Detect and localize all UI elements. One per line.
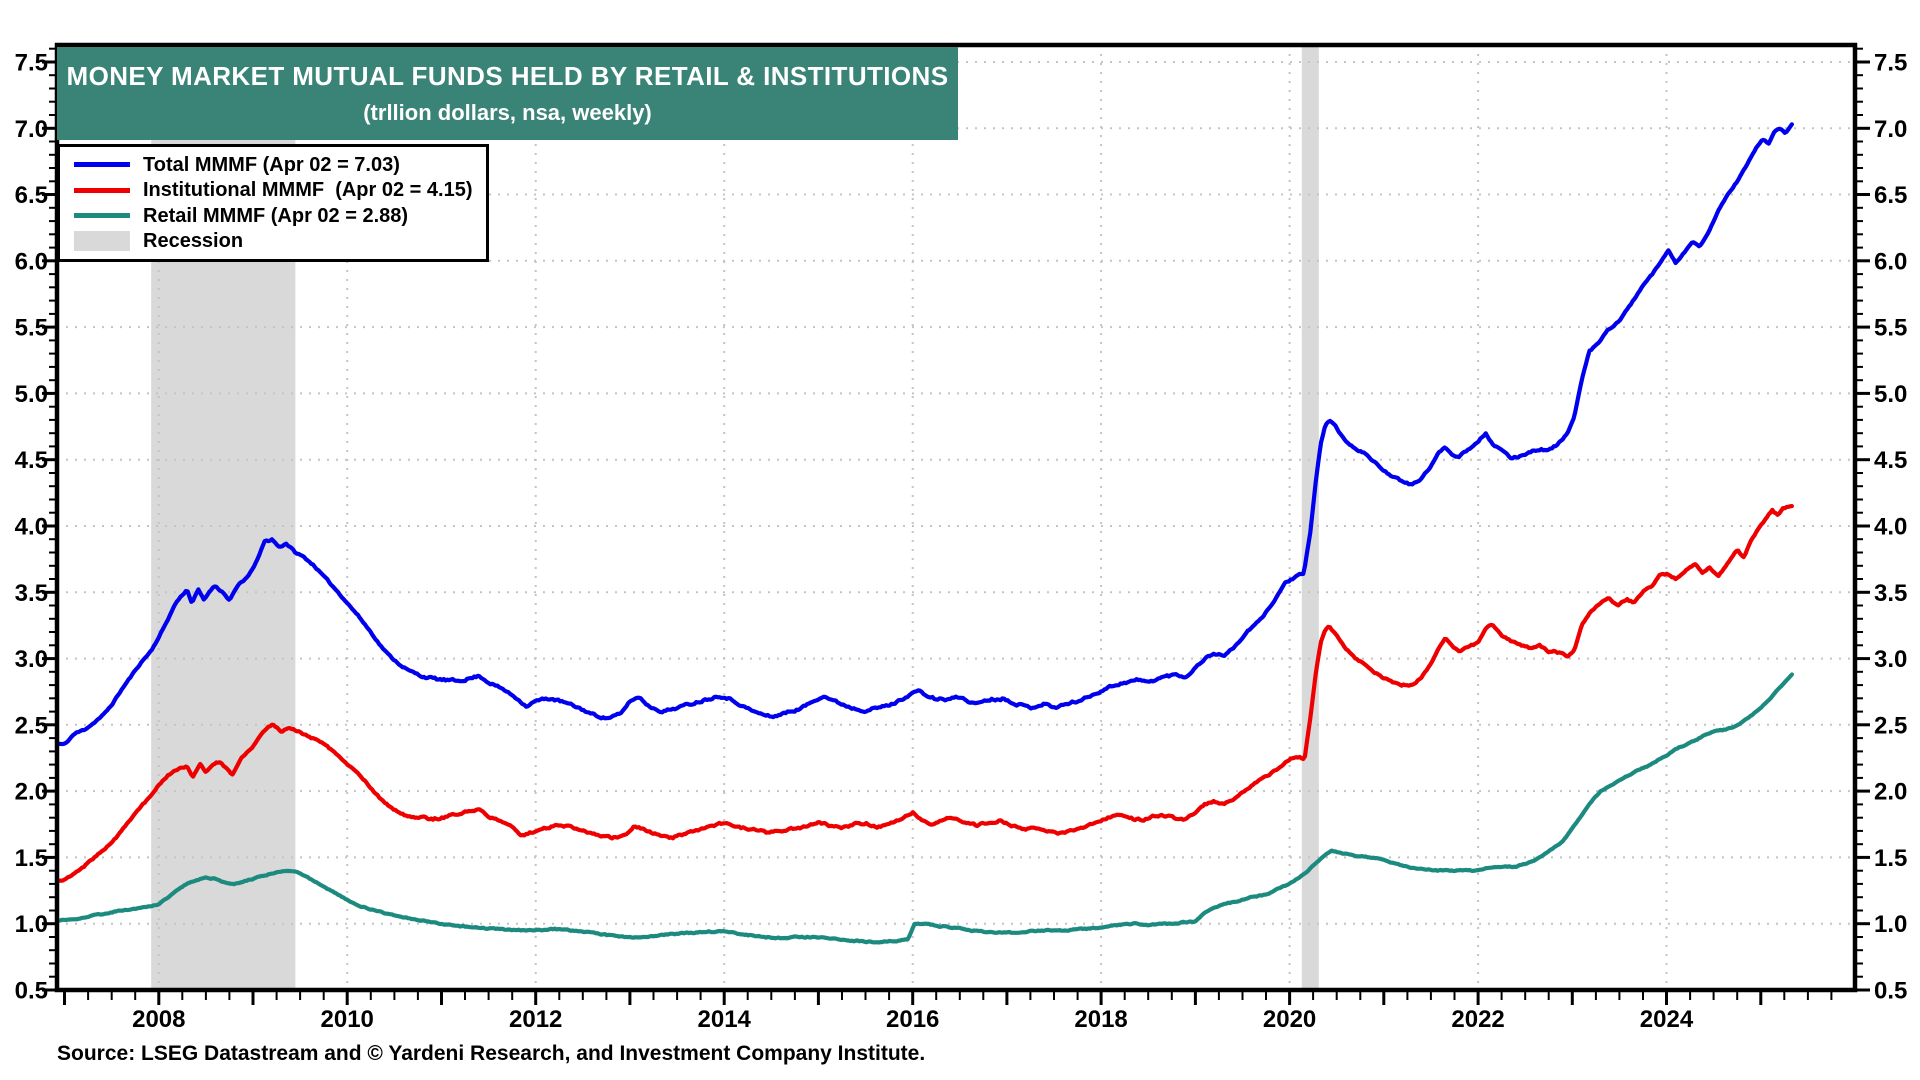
svg-text:2.0: 2.0 (1874, 779, 1907, 806)
svg-text:6.5: 6.5 (15, 182, 48, 209)
x-axis-ticks (63, 992, 1833, 1005)
x-axis-labels: 2008 2010 2012 2014 2016 2018 2020 2022 2024 (132, 1006, 1694, 1033)
svg-text:7.5: 7.5 (1874, 50, 1907, 77)
svg-text:3.5: 3.5 (15, 580, 48, 607)
y-axis-labels-right: 0.5 1.0 1.5 2.0 2.5 3.0 3.5 4.0 4.5 5.0 5.5 6.0 6.5 7… (1874, 50, 1907, 1005)
series-line-retail-mmmf (59, 672, 1794, 945)
svg-text:5.5: 5.5 (15, 315, 48, 342)
svg-text:2.5: 2.5 (1874, 712, 1907, 739)
svg-text:2.5: 2.5 (15, 712, 48, 739)
svg-text:2014: 2014 (698, 1006, 752, 1033)
svg-text:1.5: 1.5 (1874, 845, 1907, 872)
chart-subtitle: (trllion dollars, nsa, weekly) (363, 100, 652, 125)
svg-text:7.5: 7.5 (15, 50, 48, 77)
svg-text:3.5: 3.5 (1874, 580, 1907, 607)
svg-text:2010: 2010 (321, 1006, 374, 1033)
svg-text:2018: 2018 (1074, 1006, 1127, 1033)
legend-recession-swatch (74, 231, 130, 252)
svg-text:5.0: 5.0 (1874, 381, 1907, 408)
svg-text:6.0: 6.0 (15, 248, 48, 275)
series-line-institutional-mmmf (59, 504, 1794, 884)
series-line-total-mmmf (59, 122, 1794, 747)
legend-label: Institutional MMMF (Apr 02 = 4.15) (143, 179, 473, 202)
svg-text:7.0: 7.0 (15, 116, 48, 143)
legend-label: Retail MMMF (Apr 02 = 2.88) (143, 204, 409, 227)
legend-label: Total MMMF (Apr 02 = 7.03) (143, 153, 400, 176)
svg-text:2.0: 2.0 (15, 779, 48, 806)
y-axis-ticks (42, 47, 1870, 992)
svg-text:2022: 2022 (1451, 1006, 1504, 1033)
legend-line-swatch (74, 213, 130, 219)
svg-text:4.0: 4.0 (15, 514, 48, 541)
svg-text:2020: 2020 (1263, 1006, 1316, 1033)
svg-text:2016: 2016 (886, 1006, 939, 1033)
svg-text:2012: 2012 (509, 1006, 562, 1033)
svg-text:3.0: 3.0 (15, 646, 48, 673)
svg-text:6.0: 6.0 (1874, 248, 1907, 275)
svg-text:0.5: 0.5 (1874, 978, 1907, 1005)
svg-text:4.0: 4.0 (1874, 514, 1907, 541)
legend-item: Total MMMF (Apr 02 = 7.03) (74, 152, 482, 178)
svg-text:2008: 2008 (132, 1006, 185, 1033)
legend-item: Recession (74, 229, 482, 255)
chart-title: MONEY MARKET MUTUAL FUNDS HELD BY RETAIL… (66, 61, 949, 91)
svg-text:1.0: 1.0 (15, 911, 48, 938)
svg-text:3.0: 3.0 (1874, 646, 1907, 673)
svg-text:1.5: 1.5 (15, 845, 48, 872)
svg-text:5.5: 5.5 (1874, 315, 1907, 342)
svg-text:2024: 2024 (1640, 1006, 1694, 1033)
y-axis-labels-left: 0.5 1.0 1.5 2.0 2.5 3.0 3.5 4.0 4.5 5.0 5.5 6.0 6.5 7… (15, 50, 48, 1005)
legend-line-swatch (74, 162, 130, 168)
svg-text:1.0: 1.0 (1874, 911, 1907, 938)
svg-text:7.0: 7.0 (1874, 116, 1907, 143)
plot-frame (54, 42, 1858, 993)
legend: Total MMMF (Apr 02 = 7.03) Institutional … (57, 144, 489, 262)
svg-text:6.5: 6.5 (1874, 182, 1907, 209)
svg-text:0.5: 0.5 (15, 978, 48, 1005)
svg-text:4.5: 4.5 (15, 447, 48, 474)
legend-item: Institutional MMMF (Apr 02 = 4.15) (74, 178, 482, 204)
source-note: Source: LSEG Datastream and © Yardeni Re… (57, 1042, 926, 1065)
svg-text:4.5: 4.5 (1874, 447, 1907, 474)
legend-label: Recession (143, 230, 244, 253)
chart-title-banner: MONEY MARKET MUTUAL FUNDS HELD BY RETAIL… (57, 47, 958, 140)
legend-item: Retail MMMF (Apr 02 = 2.88) (74, 203, 482, 229)
svg-text:5.0: 5.0 (15, 381, 48, 408)
legend-line-swatch (74, 187, 130, 193)
